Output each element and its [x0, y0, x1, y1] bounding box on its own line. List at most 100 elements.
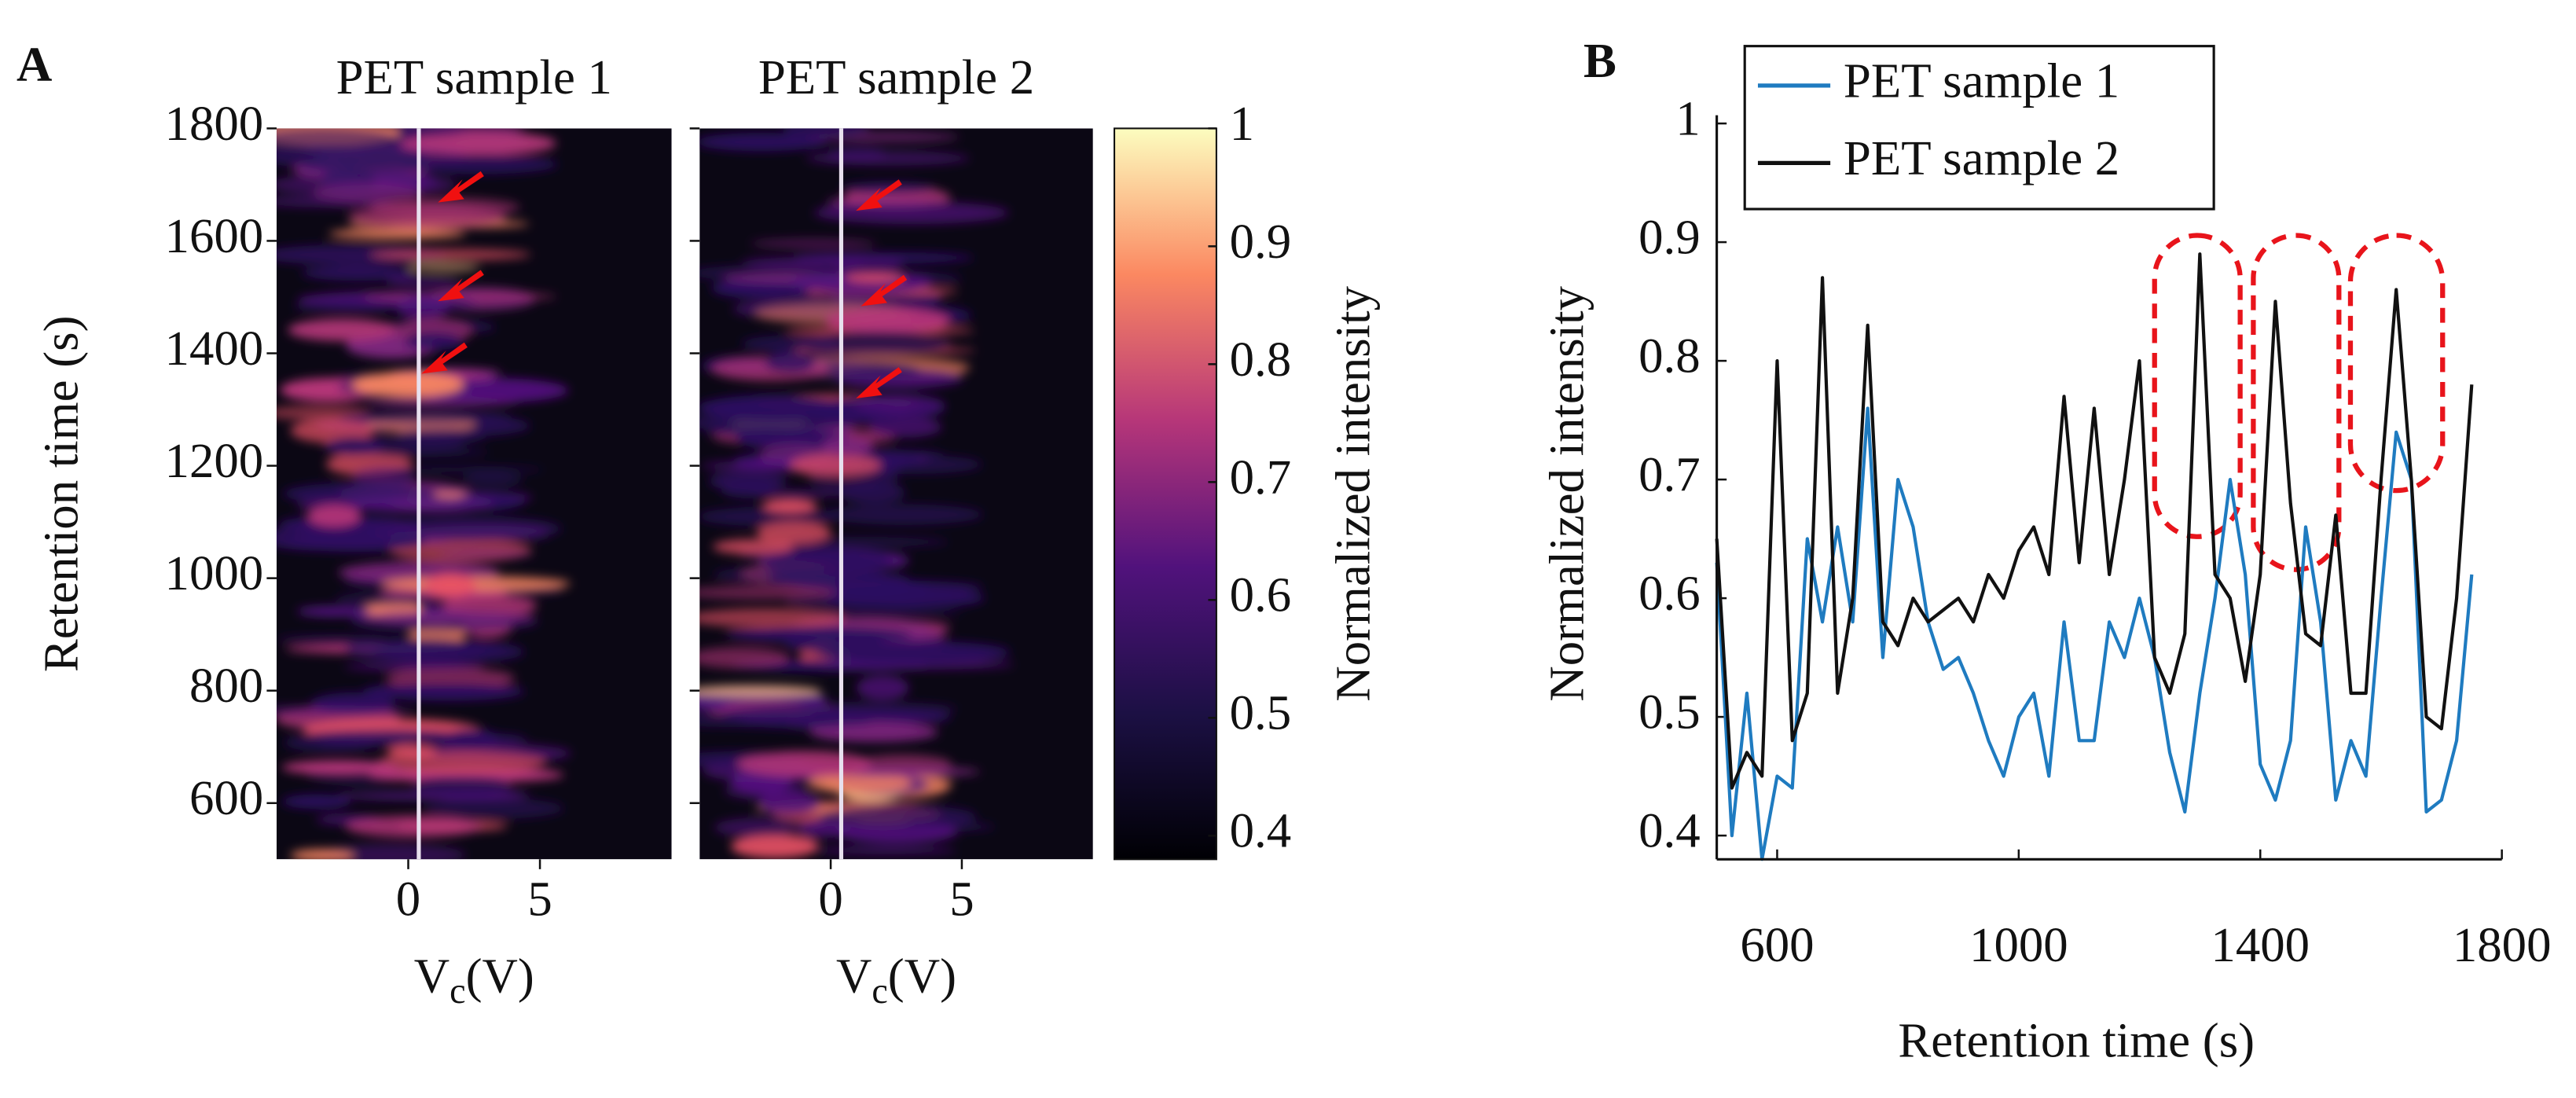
- heatmap-image: [699, 128, 1093, 860]
- heatmap-blob: [412, 775, 512, 796]
- heatmap-blob: [349, 496, 494, 513]
- heatmap-blob: [741, 257, 867, 267]
- heatmap-blob: [761, 498, 817, 514]
- colorbar-tick-label: 0.5: [1230, 685, 1292, 740]
- legend-label: PET sample 1: [1844, 53, 2119, 108]
- heatmap-blob: [712, 538, 794, 555]
- x-tick-label: 0: [396, 871, 420, 926]
- heatmap-blob: [758, 791, 821, 816]
- colorbar-tick-label: 0.6: [1230, 567, 1292, 622]
- panel-label: B: [1583, 33, 1616, 88]
- heatmap-blob: [394, 428, 486, 444]
- colorbar-tick-label: 0.4: [1230, 803, 1292, 858]
- x-tick-label: 1400: [2211, 917, 2310, 972]
- heatmap-blob: [821, 436, 874, 456]
- heatmap-blobs: [276, 128, 571, 860]
- heatmap-blob: [438, 549, 533, 557]
- heatmap-blob: [328, 229, 466, 239]
- y-tick-label: 0.5: [1638, 685, 1701, 740]
- heatmap-blob: [699, 132, 828, 152]
- heatmap-blob: [699, 685, 822, 697]
- heatmap-blob: [855, 394, 945, 416]
- heatmap-blob: [423, 798, 564, 819]
- heatmap-blob: [783, 128, 869, 139]
- x-axis-label: Retention time (s): [1898, 1012, 2255, 1067]
- y-tick-label: 0.7: [1638, 447, 1701, 502]
- heatmap-blob: [424, 573, 476, 597]
- x-axis-label-main: V: [414, 949, 450, 1004]
- heatmap-blob: [703, 428, 816, 436]
- highlight-oval: [2347, 233, 2446, 494]
- colorbar-label: Normalized intensity: [1325, 285, 1380, 701]
- x-tick-label: 5: [527, 871, 552, 926]
- highlight-ovals: [2152, 233, 2446, 572]
- colorbar: [1113, 127, 1217, 861]
- heatmap-blob: [710, 277, 813, 299]
- y-tick-label: 1400: [165, 321, 264, 376]
- heatmap-blob: [387, 744, 437, 758]
- heatmap-blob: [708, 471, 787, 491]
- arrow: [856, 367, 902, 398]
- heatmap-blob: [276, 244, 449, 266]
- y-tick-label: 0.6: [1638, 566, 1701, 621]
- heatmap-blob: [372, 681, 526, 701]
- heatmap-blob: [288, 318, 398, 341]
- heatmap-blob: [281, 760, 398, 775]
- heatmap-blob: [808, 772, 912, 794]
- heatmap-blob: [369, 248, 531, 261]
- heatmap-blob: [814, 846, 957, 855]
- heatmap-blob: [699, 647, 790, 669]
- heatmap-blob: [369, 197, 520, 218]
- heatmap-blob: [824, 307, 951, 333]
- colorbar-tick-label: 0.9: [1230, 214, 1292, 269]
- heatmap-blob: [736, 751, 872, 777]
- heatmap-blob: [277, 635, 387, 644]
- x-axis-label: Vc(V): [836, 949, 956, 1011]
- heatmap-blob: [856, 675, 909, 700]
- heatmap-blob: [814, 641, 1011, 664]
- heatmap-image: [276, 128, 672, 860]
- heatmap-blob: [699, 395, 852, 421]
- heatmap-blob: [276, 145, 428, 169]
- colorbar-tick-label: 0.7: [1230, 450, 1292, 505]
- heatmap-blob: [352, 371, 464, 398]
- heatmap-blob: [400, 154, 559, 174]
- series-line: [1715, 252, 2474, 790]
- heatmap-blob: [337, 409, 512, 424]
- heatmap-blob: [312, 182, 422, 204]
- x-axis-label-main: V: [836, 949, 872, 1004]
- legend-box: [1743, 45, 2215, 211]
- heatmap-blob: [395, 295, 451, 319]
- heatmap-blob: [343, 663, 486, 671]
- y-tick-label: 1800: [165, 96, 264, 151]
- y-tick-label: 1600: [165, 208, 264, 263]
- heatmap-blob: [296, 606, 372, 617]
- y-tick-label: 1000: [165, 545, 264, 600]
- series-line: [1715, 406, 2474, 861]
- y-tick-label: 1200: [165, 433, 264, 488]
- heatmap-blob: [335, 592, 436, 607]
- legend-label: PET sample 2: [1844, 130, 2119, 185]
- heatmap-blob: [402, 332, 464, 351]
- arrow: [861, 274, 908, 307]
- heatmap-blob: [752, 490, 849, 498]
- x-axis-label-sub: c: [450, 971, 465, 1011]
- y-tick-label: 0.8: [1638, 329, 1701, 384]
- heatmap-blob: [345, 815, 483, 838]
- heatmap-blob: [307, 505, 361, 527]
- arrow: [856, 179, 902, 211]
- heatmap-blob: [805, 151, 971, 166]
- heatmap-blob: [699, 586, 839, 600]
- arrow: [421, 342, 468, 374]
- heatmap-blob: [842, 710, 952, 724]
- x-tick-label: 5: [949, 871, 974, 926]
- x-axis-label-sub: c: [872, 971, 887, 1011]
- x-tick-label: 0: [818, 871, 842, 926]
- heatmap-blob: [371, 465, 544, 474]
- colorbar-tick-label: 0.8: [1230, 332, 1292, 387]
- heatmap-blob: [462, 472, 523, 487]
- panel-label: A: [17, 36, 52, 91]
- heatmap-blob: [413, 732, 529, 746]
- heatmap-blob: [376, 516, 562, 542]
- heatmap-blob: [301, 265, 417, 281]
